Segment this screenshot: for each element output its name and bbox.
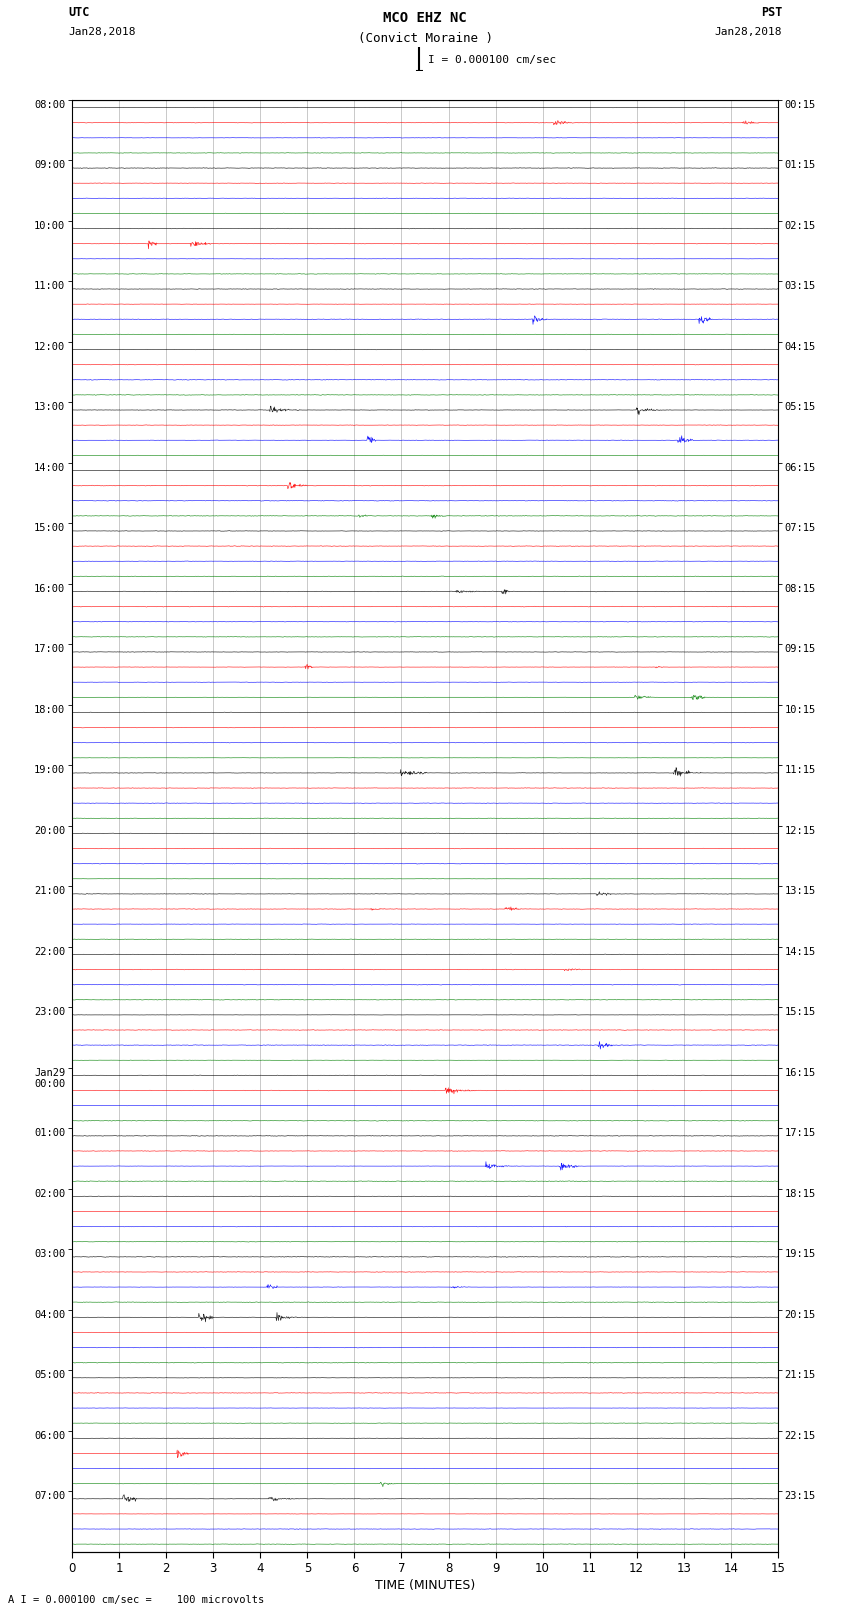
Text: MCO EHZ NC: MCO EHZ NC: [383, 11, 467, 26]
Text: A I = 0.000100 cm/sec =    100 microvolts: A I = 0.000100 cm/sec = 100 microvolts: [8, 1595, 264, 1605]
Text: UTC: UTC: [68, 6, 89, 19]
Text: I = 0.000100 cm/sec: I = 0.000100 cm/sec: [428, 55, 557, 65]
X-axis label: TIME (MINUTES): TIME (MINUTES): [375, 1579, 475, 1592]
Text: PST: PST: [761, 6, 782, 19]
Text: Jan28,2018: Jan28,2018: [715, 27, 782, 37]
Text: (Convict Moraine ): (Convict Moraine ): [358, 32, 492, 45]
Text: Jan28,2018: Jan28,2018: [68, 27, 135, 37]
